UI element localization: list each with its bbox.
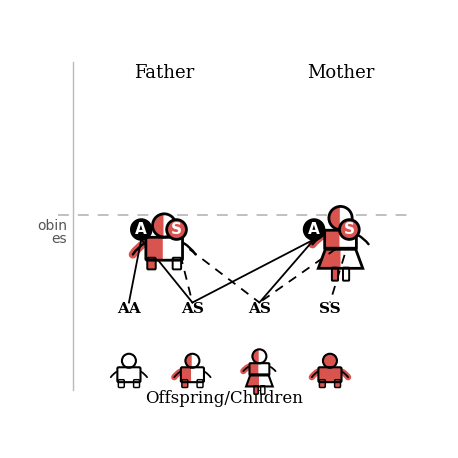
FancyBboxPatch shape xyxy=(134,380,140,387)
FancyBboxPatch shape xyxy=(339,230,356,249)
Text: SS: SS xyxy=(319,302,341,316)
Text: A: A xyxy=(308,222,320,237)
Text: Offspring/Children: Offspring/Children xyxy=(145,390,303,407)
Text: obin: obin xyxy=(37,219,67,233)
FancyBboxPatch shape xyxy=(319,380,325,387)
FancyBboxPatch shape xyxy=(191,367,204,382)
Text: Mother: Mother xyxy=(307,64,374,82)
Text: Father: Father xyxy=(134,64,194,82)
Text: AA: AA xyxy=(117,302,141,316)
FancyBboxPatch shape xyxy=(197,380,203,387)
Text: AS: AS xyxy=(248,302,271,316)
Wedge shape xyxy=(252,349,259,363)
FancyBboxPatch shape xyxy=(118,380,124,387)
FancyBboxPatch shape xyxy=(147,258,156,269)
Wedge shape xyxy=(323,354,330,368)
Wedge shape xyxy=(122,354,129,368)
Circle shape xyxy=(167,220,186,240)
Wedge shape xyxy=(153,214,164,237)
FancyBboxPatch shape xyxy=(254,386,258,394)
FancyBboxPatch shape xyxy=(146,237,166,260)
FancyBboxPatch shape xyxy=(261,386,265,394)
Text: A: A xyxy=(136,222,147,237)
Polygon shape xyxy=(318,248,341,268)
FancyBboxPatch shape xyxy=(182,380,188,387)
Text: S: S xyxy=(171,222,182,237)
FancyBboxPatch shape xyxy=(127,367,141,382)
FancyBboxPatch shape xyxy=(343,267,349,281)
Circle shape xyxy=(339,220,359,240)
FancyBboxPatch shape xyxy=(335,380,341,387)
Wedge shape xyxy=(129,354,136,368)
Circle shape xyxy=(131,220,151,240)
Circle shape xyxy=(304,220,324,240)
Wedge shape xyxy=(330,354,337,368)
FancyBboxPatch shape xyxy=(332,267,338,281)
Polygon shape xyxy=(259,374,273,387)
Wedge shape xyxy=(329,207,341,230)
Wedge shape xyxy=(341,207,352,230)
Polygon shape xyxy=(341,248,363,268)
Wedge shape xyxy=(185,354,192,368)
Text: S: S xyxy=(344,222,355,237)
Wedge shape xyxy=(164,214,176,237)
FancyBboxPatch shape xyxy=(163,237,183,260)
Text: AS: AS xyxy=(181,302,204,316)
Polygon shape xyxy=(246,374,259,387)
FancyBboxPatch shape xyxy=(328,367,342,382)
Wedge shape xyxy=(192,354,199,368)
FancyBboxPatch shape xyxy=(318,367,331,382)
FancyBboxPatch shape xyxy=(258,363,269,376)
FancyBboxPatch shape xyxy=(181,367,194,382)
Wedge shape xyxy=(259,349,267,363)
FancyBboxPatch shape xyxy=(117,367,131,382)
Text: es: es xyxy=(52,232,67,246)
FancyBboxPatch shape xyxy=(173,258,181,269)
FancyBboxPatch shape xyxy=(325,230,342,249)
FancyBboxPatch shape xyxy=(250,363,261,376)
